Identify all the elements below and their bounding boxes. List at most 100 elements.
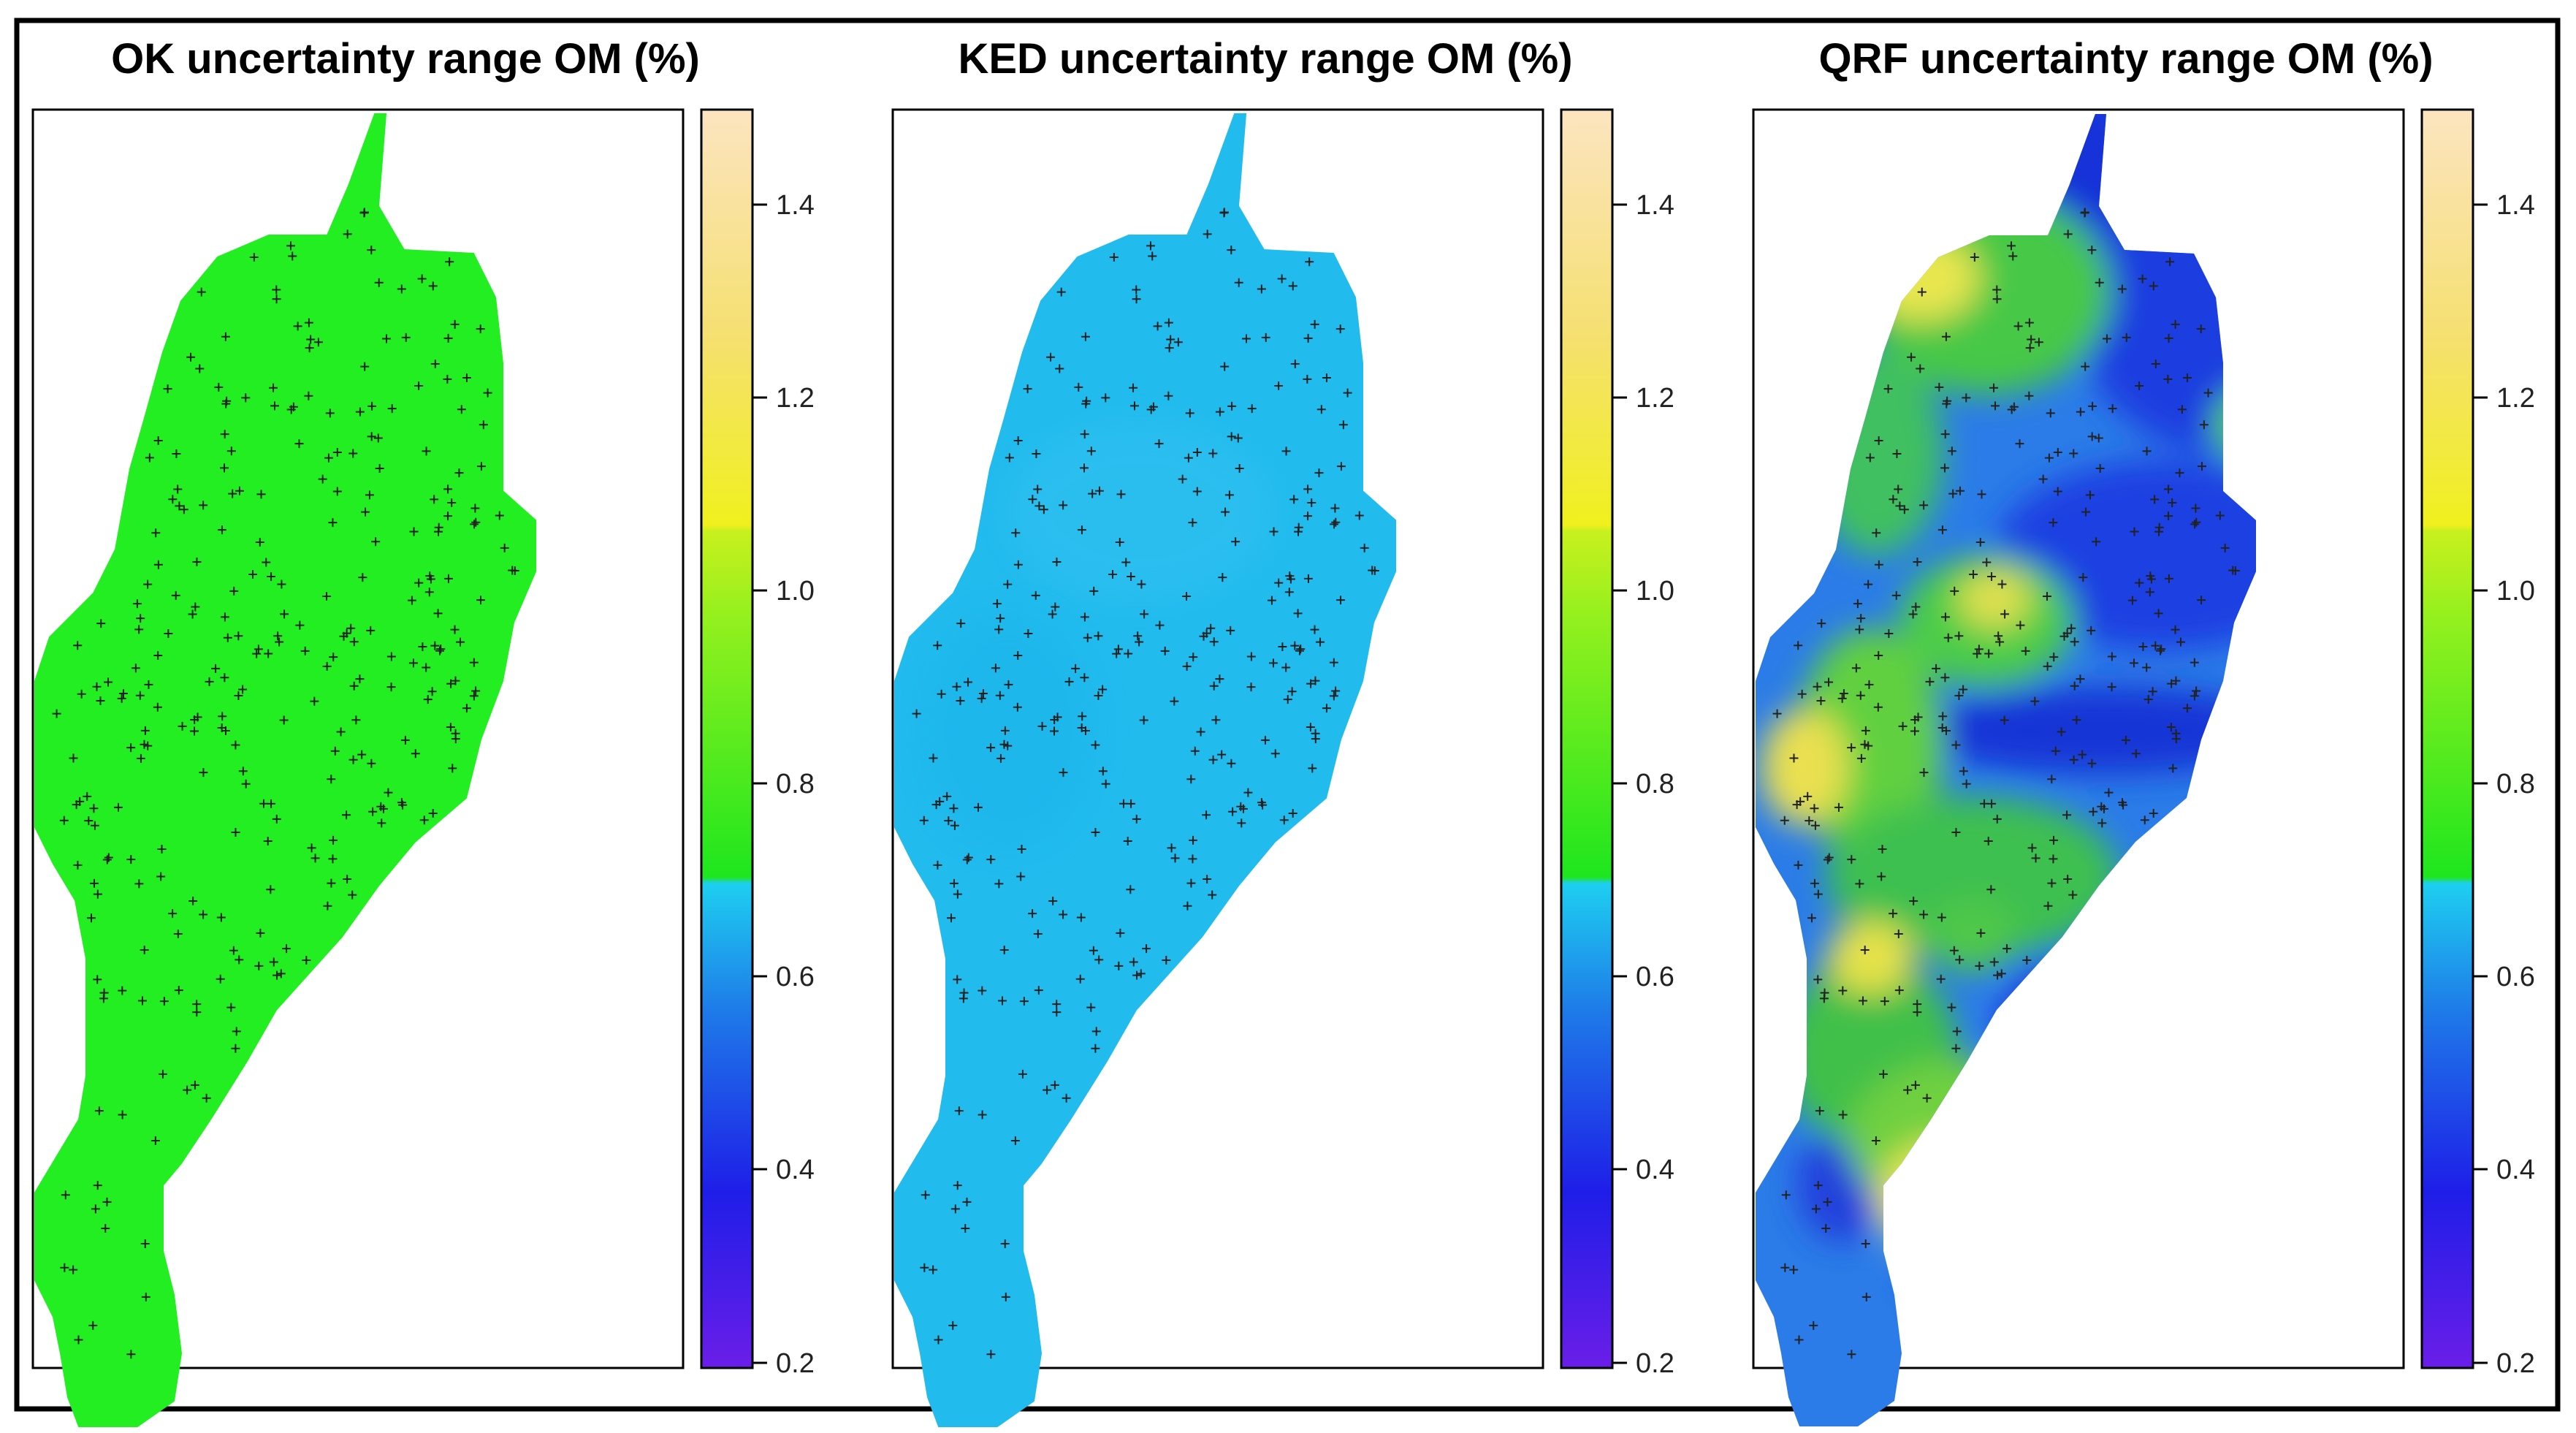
sample-point	[197, 287, 206, 297]
sample-point	[462, 704, 471, 713]
sample-point	[1227, 401, 1237, 411]
sample-point	[238, 767, 248, 776]
sample-point	[1951, 1044, 1961, 1053]
sample-point	[93, 1181, 102, 1190]
sample-point	[1048, 609, 1057, 619]
sample-point	[2129, 658, 2138, 668]
sample-point	[2197, 462, 2206, 471]
sample-point	[1951, 828, 1961, 837]
sample-point	[2151, 641, 2160, 650]
sample-point	[1368, 566, 1377, 575]
sample-point	[2087, 246, 2097, 255]
sample-point	[188, 609, 197, 619]
sample-point	[381, 334, 391, 343]
sample-point	[153, 702, 162, 712]
sample-point	[1899, 505, 1909, 514]
sample-point	[1889, 495, 1898, 504]
sample-point	[1959, 767, 1968, 776]
sample-point	[1052, 1000, 1062, 1009]
sample-point	[293, 322, 302, 331]
sample-point	[999, 946, 1009, 955]
sample-point	[1310, 319, 1319, 329]
sample-point	[323, 901, 332, 911]
sample-point	[367, 759, 376, 768]
sample-point	[1124, 649, 1133, 658]
sample-point	[978, 1110, 987, 1120]
sample-point	[228, 489, 237, 498]
sample-point	[414, 578, 424, 588]
tick-label: 0.4	[1636, 1155, 1674, 1185]
sample-point	[1982, 558, 1992, 567]
sample-point	[1813, 1181, 1823, 1190]
sample-point	[221, 726, 230, 735]
sample-point	[300, 646, 310, 655]
tick-label: 1.4	[776, 190, 815, 221]
sample-point	[1855, 879, 1864, 889]
sample-point	[1911, 602, 1921, 612]
sample-point	[1950, 586, 1959, 596]
panel-ked-title: KED uncertainty range OM (%)	[958, 35, 1572, 83]
sample-point	[1997, 579, 2007, 589]
sample-point	[2047, 775, 2057, 784]
sample-point	[367, 432, 376, 441]
sample-point	[1050, 1080, 1059, 1090]
sample-point	[996, 753, 1005, 763]
sample-point	[1001, 1292, 1010, 1301]
sample-point	[2190, 520, 2200, 529]
tick-label: 0.4	[2496, 1155, 2535, 1185]
sample-point	[1094, 486, 1104, 495]
tick-label: 1.2	[1636, 383, 1674, 414]
sample-point	[156, 872, 166, 881]
sample-point	[978, 689, 988, 699]
sample-point	[418, 642, 427, 651]
sample-point	[1989, 957, 1999, 967]
sample-point	[1059, 768, 1068, 778]
sample-point	[89, 878, 99, 888]
sample-point	[144, 680, 153, 689]
tick-label: 1.4	[1636, 190, 1674, 221]
sample-point	[1155, 620, 1165, 630]
sample-point	[1322, 373, 1331, 383]
sample-point	[2099, 804, 2108, 813]
sample-point	[1132, 285, 1141, 294]
sample-point	[2053, 448, 2062, 457]
sample-point	[1089, 946, 1098, 955]
sample-point	[1305, 257, 1314, 267]
sample-point	[1997, 969, 2006, 978]
sample-point	[1794, 641, 1803, 650]
sample-point	[1074, 382, 1083, 392]
sample-point	[1083, 633, 1092, 642]
sample-point	[2144, 695, 2153, 704]
sample-point	[104, 677, 113, 687]
sample-point	[102, 1197, 112, 1206]
sample-point	[1789, 753, 1799, 763]
sample-point	[192, 1000, 202, 1009]
sample-point	[2067, 623, 2076, 633]
sample-point	[1847, 855, 1856, 864]
sample-point	[126, 743, 136, 753]
sample-point	[1892, 449, 1902, 459]
sample-point	[2149, 281, 2158, 291]
sample-point	[231, 828, 240, 837]
sample-point	[1306, 722, 1315, 731]
sample-point	[151, 528, 161, 538]
sample-point	[256, 928, 265, 938]
sample-point	[446, 722, 455, 731]
sample-point	[1018, 1069, 1027, 1079]
sample-point	[322, 592, 332, 601]
sample-point	[436, 645, 446, 654]
sample-point	[1816, 696, 1826, 706]
panel-ok-colorbar-ticks: 0.2 0.4 0.6 0.8 1.0 1.2 1.4	[752, 190, 815, 1379]
sample-point	[450, 625, 460, 634]
sample-point	[1112, 649, 1121, 658]
sample-point	[1094, 955, 1104, 965]
sample-point	[1823, 855, 1832, 864]
sample-point	[1937, 525, 1947, 535]
sample-point	[433, 609, 443, 618]
panel-ked-sample-points	[912, 208, 1379, 1359]
panel-qrf-title: QRF uncertainty range OM (%)	[1818, 35, 2433, 83]
sample-point	[1937, 913, 1946, 922]
sample-point	[2104, 788, 2114, 797]
sample-point	[232, 1027, 241, 1036]
